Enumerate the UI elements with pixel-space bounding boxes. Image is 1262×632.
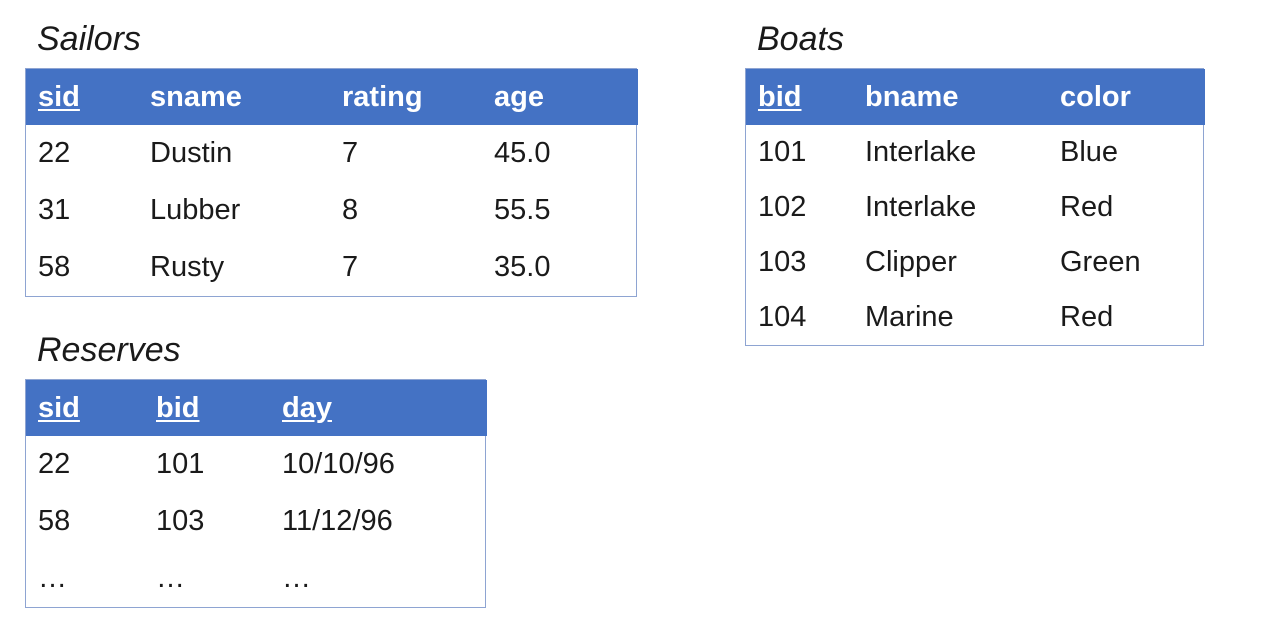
- sailors-table: sid sname rating age 22 Dustin 7 45.0 31 Lubber 8…: [25, 68, 638, 297]
- sailors-cell-sid: 22: [38, 137, 71, 169]
- sailors-column-header-sid: sid: [26, 69, 138, 125]
- sailors-column-header-age: age: [482, 69, 638, 125]
- boats-cell-bid: 101: [758, 136, 807, 168]
- sailors-column-header-rating: rating: [330, 69, 482, 125]
- boats-column-header-bid: bid: [746, 69, 853, 125]
- reserves-cell-day: 10/10/96: [282, 448, 395, 480]
- boats-cell-color: Red: [1060, 301, 1114, 333]
- boats-column-header-color: color: [1048, 69, 1205, 125]
- boats-cell-bid: 102: [758, 191, 807, 223]
- boats-cell-color: Blue: [1060, 136, 1119, 168]
- sailors-column-header-sname: sname: [138, 69, 330, 125]
- sailors-cell-rating: 8: [342, 194, 359, 226]
- sailors-row: 31 Lubber 8 55.5: [26, 182, 638, 239]
- sailors-cell-sid: 31: [38, 194, 71, 226]
- reserves-cell-sid: …: [38, 562, 67, 594]
- reserves-header-row: sid bid day: [26, 380, 487, 436]
- sailors-cell-sname: Rusty: [150, 251, 225, 283]
- reserves-cell-day: …: [282, 562, 311, 594]
- reserves-cell-day: 11/12/96: [282, 505, 393, 537]
- boats-row: 103 Clipper Green: [746, 235, 1205, 290]
- reserves-column-header-day: day: [270, 380, 487, 436]
- boats-table: bid bname color 101 Interlake Blue 102 Interla…: [745, 68, 1205, 346]
- reserves-cell-bid: 103: [156, 505, 205, 537]
- boats-cell-color: Red: [1060, 191, 1114, 223]
- boats-header-row: bid bname color: [746, 69, 1205, 125]
- sailors-cell-age: 35.0: [494, 251, 551, 283]
- reserves-column-header-sid: sid: [26, 380, 144, 436]
- boats-cell-bname: Interlake: [865, 136, 977, 168]
- boats-title: Boats: [757, 20, 844, 58]
- sailors-cell-age: 45.0: [494, 137, 551, 169]
- sailors-cell-sid: 58: [38, 251, 71, 283]
- boats-cell-bname: Clipper: [865, 246, 957, 278]
- sailors-title: Sailors: [37, 20, 141, 58]
- boats-column-header-bname: bname: [853, 69, 1048, 125]
- boats-cell-bname: Interlake: [865, 191, 977, 223]
- reserves-table: sid bid day 22 101 10/10/96 58 103 11/12/96 … … …: [25, 379, 487, 608]
- reserves-cell-sid: 22: [38, 448, 71, 480]
- sailors-cell-sname: Dustin: [150, 137, 233, 169]
- reserves-row: 22 101 10/10/96: [26, 436, 487, 493]
- sailors-cell-sname: Lubber: [150, 194, 241, 226]
- sailors-cell-rating: 7: [342, 251, 359, 283]
- reserves-row: 58 103 11/12/96: [26, 493, 487, 550]
- reserves-cell-bid: …: [156, 562, 185, 594]
- reserves-cell-sid: 58: [38, 505, 71, 537]
- boats-cell-bname: Marine: [865, 301, 954, 333]
- boats-cell-color: Green: [1060, 246, 1141, 278]
- reserves-row: … … …: [26, 550, 487, 607]
- boats-row: 102 Interlake Red: [746, 180, 1205, 235]
- sailors-cell-age: 55.5: [494, 194, 551, 226]
- boats-cell-bid: 104: [758, 301, 807, 333]
- sailors-row: 22 Dustin 7 45.0: [26, 125, 638, 182]
- reserves-title: Reserves: [37, 331, 181, 369]
- reserves-cell-bid: 101: [156, 448, 205, 480]
- boats-row: 104 Marine Red: [746, 290, 1205, 345]
- boats-row: 101 Interlake Blue: [746, 125, 1205, 180]
- sailors-header-row: sid sname rating age: [26, 69, 638, 125]
- sailors-row: 58 Rusty 7 35.0: [26, 239, 638, 296]
- boats-cell-bid: 103: [758, 246, 807, 278]
- sailors-cell-rating: 7: [342, 137, 359, 169]
- reserves-column-header-bid: bid: [144, 380, 270, 436]
